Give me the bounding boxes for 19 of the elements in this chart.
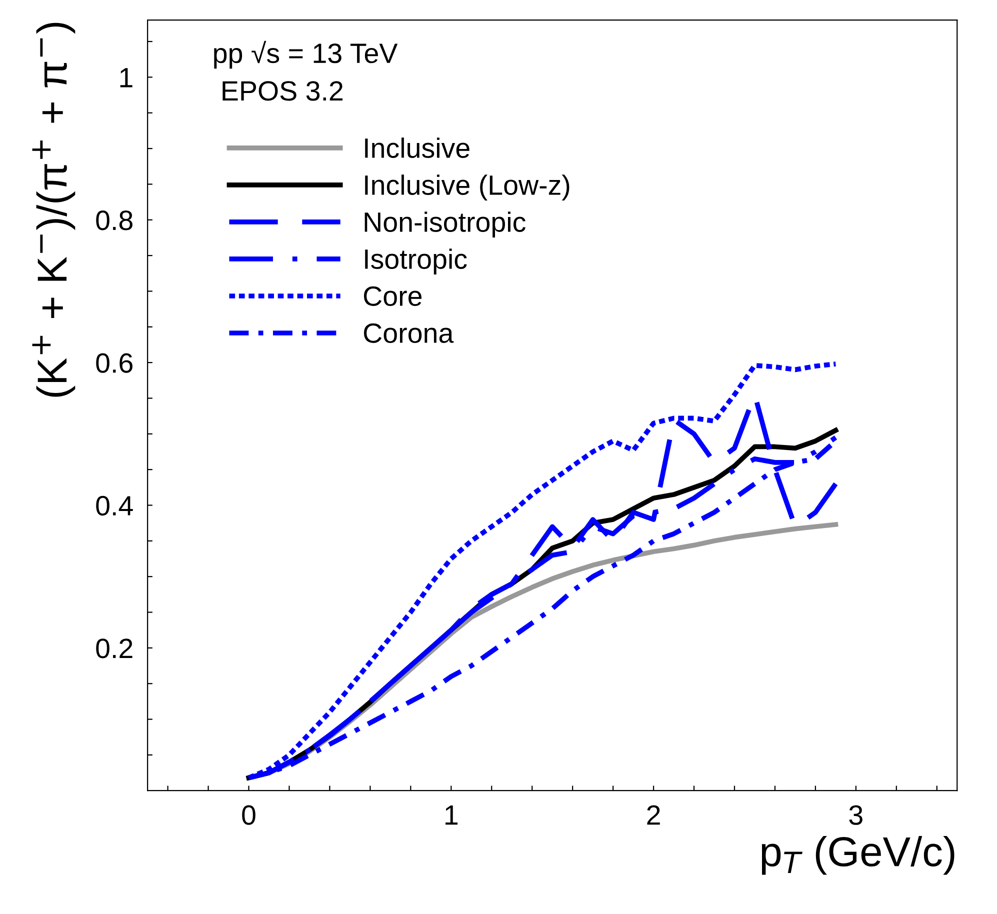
legend-label: Isotropic	[365, 248, 467, 274]
annotation: pp √s = 13 TeV	[214, 40, 398, 69]
x-tick-label: 1	[446, 806, 458, 825]
y-tick-label: 0.2	[96, 638, 132, 658]
legend-label: Inclusive (Low-z)	[365, 174, 570, 200]
legend-label: Inclusive	[365, 138, 470, 158]
y-tick-label: 0.4	[96, 496, 133, 516]
annotation: EPOS 3.2	[222, 81, 343, 101]
y-tick-label: 0.6	[96, 353, 132, 373]
legend-label: Core	[364, 286, 422, 306]
x-tick-label: 3	[849, 805, 862, 825]
y-tick-label: 1	[120, 68, 132, 88]
text: (K$^{+}$ + K$^{−}$)/(π$^{+}$ + π$^{−}$)	[32, 22, 76, 397]
legend-label: Non-isotropic	[364, 212, 526, 238]
x-tick-label: 0	[242, 805, 256, 825]
x-axis-title: p$_{T}$ (GeV/c)	[762, 836, 954, 875]
x-tick-label: 2	[647, 805, 660, 825]
legend-label: Corona	[364, 323, 454, 343]
y-tick-label: 0.8	[96, 210, 132, 230]
